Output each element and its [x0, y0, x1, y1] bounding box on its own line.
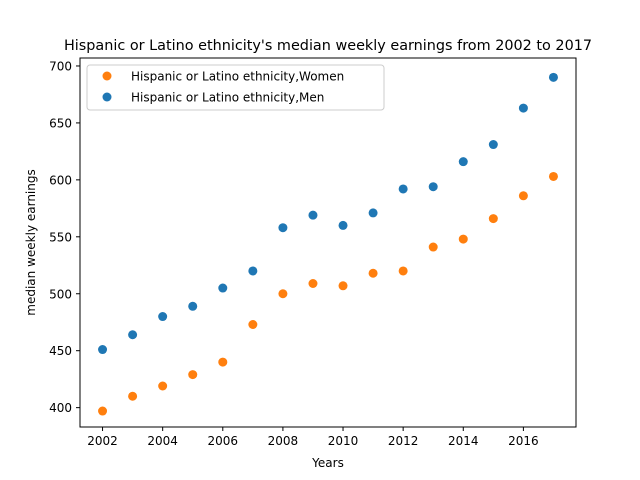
- data-point-men: [368, 208, 378, 218]
- y-tick-label: 400: [49, 401, 72, 415]
- y-tick-label: 650: [49, 116, 72, 130]
- data-point-women: [518, 191, 528, 201]
- legend-box: [86, 64, 385, 111]
- y-tick-label: 600: [49, 173, 72, 187]
- x-axis: 2002 2004 2006 2008 2010 2012 2014 2016: [87, 427, 539, 448]
- plot-area-frame: [79, 57, 577, 428]
- data-point-women: [278, 289, 288, 299]
- legend-label-men: Hispanic or Latino ethnicity,Men: [131, 91, 324, 105]
- y-tick-label: 550: [49, 230, 72, 244]
- x-tick-label: 2016: [508, 434, 539, 448]
- x-tick-label: 2004: [147, 434, 178, 448]
- data-point-men: [398, 184, 408, 194]
- legend-marker-women: [102, 71, 112, 81]
- data-point-women: [98, 406, 108, 416]
- x-tick-label: 2012: [388, 434, 419, 448]
- data-point-women: [308, 279, 318, 288]
- data-point-women: [368, 268, 378, 278]
- legend: Hispanic or Latino ethnicity,Women Hispa…: [86, 64, 385, 111]
- data-point-women: [338, 281, 348, 291]
- y-tick-label: 450: [49, 344, 72, 358]
- data-point-men: [158, 312, 168, 322]
- data-point-women: [548, 171, 558, 181]
- data-point-men: [428, 182, 438, 192]
- x-tick-label: 2010: [328, 434, 359, 448]
- y-tick-label: 500: [49, 287, 72, 301]
- x-tick-label: 2008: [268, 434, 299, 448]
- data-point-women: [128, 391, 138, 401]
- data-point-men: [488, 140, 498, 150]
- y-axis-label: median weekly earnings: [24, 169, 38, 315]
- data-point-men: [308, 210, 318, 220]
- data-point-women: [488, 214, 498, 224]
- legend-label-women: Hispanic or Latino ethnicity,Women: [131, 70, 344, 84]
- data-point-men: [548, 72, 558, 82]
- y-axis: 400 450 500 550 600 650 700: [49, 59, 80, 415]
- x-axis-label: Years: [311, 456, 344, 470]
- x-tick-label: 2014: [448, 434, 479, 448]
- data-point-women: [428, 242, 438, 252]
- plot-points: [98, 72, 558, 416]
- chart-title: Hispanic or Latino ethnicity's median we…: [64, 38, 592, 54]
- x-tick-label: 2006: [208, 434, 239, 448]
- data-point-men: [128, 330, 138, 340]
- x-tick-label: 2002: [87, 434, 118, 448]
- data-point-men: [98, 345, 108, 355]
- data-point-women: [218, 357, 228, 367]
- data-point-men: [458, 157, 468, 167]
- data-point-men: [518, 103, 528, 113]
- data-point-women: [188, 370, 198, 380]
- data-point-women: [158, 381, 168, 391]
- data-point-women: [248, 320, 258, 329]
- data-point-men: [188, 301, 198, 311]
- legend-marker-men: [102, 92, 112, 102]
- data-point-men: [218, 283, 228, 293]
- y-tick-label: 700: [49, 59, 72, 73]
- data-point-women: [398, 266, 408, 276]
- data-point-men: [278, 223, 288, 233]
- data-point-men: [338, 220, 348, 230]
- data-point-women: [458, 234, 468, 244]
- data-point-men: [248, 266, 258, 276]
